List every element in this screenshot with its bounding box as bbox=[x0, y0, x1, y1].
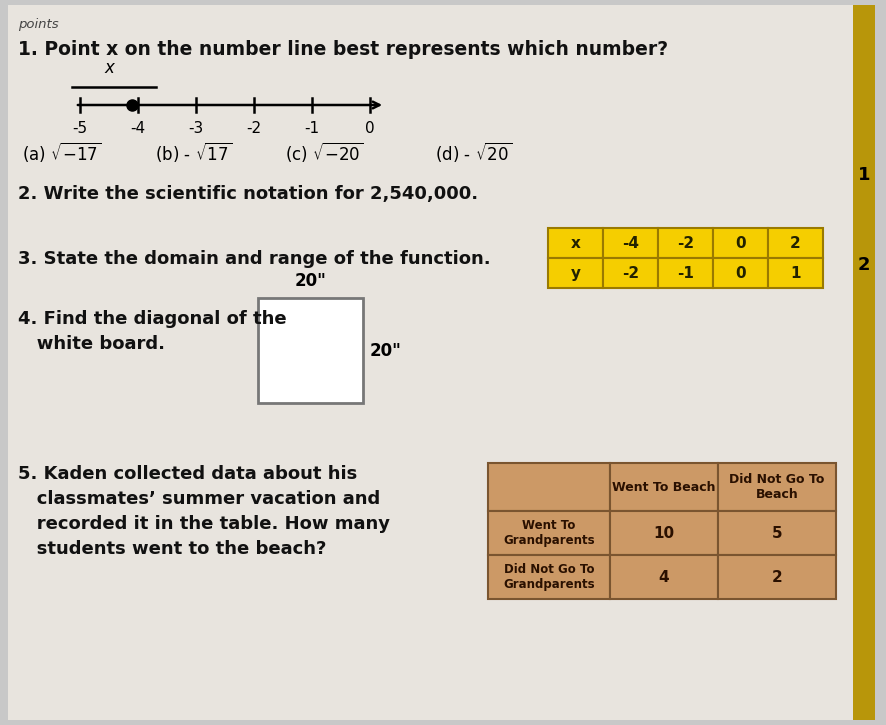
Bar bbox=[718, 463, 836, 511]
Bar bbox=[548, 258, 603, 288]
Text: (a) $\sqrt{-17}$: (a) $\sqrt{-17}$ bbox=[22, 140, 101, 164]
Text: y: y bbox=[571, 265, 580, 281]
Text: -4: -4 bbox=[622, 236, 639, 251]
Bar bbox=[603, 258, 658, 288]
Text: (b) - $\sqrt{17}$: (b) - $\sqrt{17}$ bbox=[155, 140, 232, 164]
Bar bbox=[488, 463, 610, 511]
Text: -2: -2 bbox=[677, 236, 694, 251]
Text: -2: -2 bbox=[246, 121, 261, 136]
Text: 20": 20" bbox=[294, 272, 326, 290]
Bar bbox=[610, 511, 718, 555]
Text: 1: 1 bbox=[858, 166, 870, 184]
Text: -2: -2 bbox=[622, 265, 639, 281]
Bar bbox=[548, 228, 603, 258]
Text: 20": 20" bbox=[370, 341, 402, 360]
Text: 4. Find the diagonal of the: 4. Find the diagonal of the bbox=[18, 310, 287, 328]
Text: Did Not Go To
Grandparents: Did Not Go To Grandparents bbox=[503, 563, 595, 591]
Text: 10: 10 bbox=[654, 526, 674, 541]
Text: white board.: white board. bbox=[18, 335, 165, 353]
Text: 0: 0 bbox=[735, 265, 746, 281]
Bar bbox=[488, 511, 610, 555]
Text: (d) - $\sqrt{20}$: (d) - $\sqrt{20}$ bbox=[435, 140, 512, 164]
Bar bbox=[713, 258, 768, 288]
Text: -4: -4 bbox=[130, 121, 145, 136]
Text: (c) $\sqrt{-20}$: (c) $\sqrt{-20}$ bbox=[285, 140, 363, 164]
Text: 1: 1 bbox=[790, 265, 801, 281]
Text: 5: 5 bbox=[772, 526, 782, 541]
Bar bbox=[768, 258, 823, 288]
Text: recorded it in the table. How many: recorded it in the table. How many bbox=[18, 515, 390, 533]
Text: Went To Beach: Went To Beach bbox=[612, 481, 716, 494]
Text: classmates’ summer vacation and: classmates’ summer vacation and bbox=[18, 490, 380, 508]
Text: -3: -3 bbox=[189, 121, 204, 136]
Bar bbox=[658, 258, 713, 288]
Text: 2: 2 bbox=[790, 236, 801, 251]
Text: 1. Point x on the number line best represents which number?: 1. Point x on the number line best repre… bbox=[18, 40, 668, 59]
Text: 0: 0 bbox=[735, 236, 746, 251]
Bar bbox=[488, 555, 610, 599]
Bar bbox=[658, 228, 713, 258]
Text: -1: -1 bbox=[677, 265, 694, 281]
Text: 5. Kaden collected data about his: 5. Kaden collected data about his bbox=[18, 465, 357, 483]
Text: 3. State the domain and range of the function.: 3. State the domain and range of the fun… bbox=[18, 250, 491, 268]
Bar bbox=[718, 555, 836, 599]
Bar bbox=[768, 228, 823, 258]
Text: -1: -1 bbox=[305, 121, 320, 136]
Bar bbox=[610, 463, 718, 511]
Bar bbox=[853, 5, 875, 720]
Bar bbox=[718, 511, 836, 555]
Text: x: x bbox=[571, 236, 580, 251]
Text: 2. Write the scientific notation for 2,540,000.: 2. Write the scientific notation for 2,5… bbox=[18, 185, 478, 203]
Text: 2: 2 bbox=[772, 570, 782, 584]
Text: 0: 0 bbox=[365, 121, 375, 136]
Text: -5: -5 bbox=[73, 121, 88, 136]
Bar bbox=[713, 228, 768, 258]
Text: 4: 4 bbox=[658, 570, 669, 584]
Text: points: points bbox=[18, 18, 58, 31]
Text: students went to the beach?: students went to the beach? bbox=[18, 540, 326, 558]
Bar bbox=[610, 555, 718, 599]
Text: 2: 2 bbox=[858, 256, 870, 274]
Text: Went To
Grandparents: Went To Grandparents bbox=[503, 519, 595, 547]
Text: Did Not Go To
Beach: Did Not Go To Beach bbox=[729, 473, 825, 501]
Bar bbox=[603, 228, 658, 258]
Bar bbox=[258, 298, 363, 403]
Text: x: x bbox=[104, 59, 114, 77]
